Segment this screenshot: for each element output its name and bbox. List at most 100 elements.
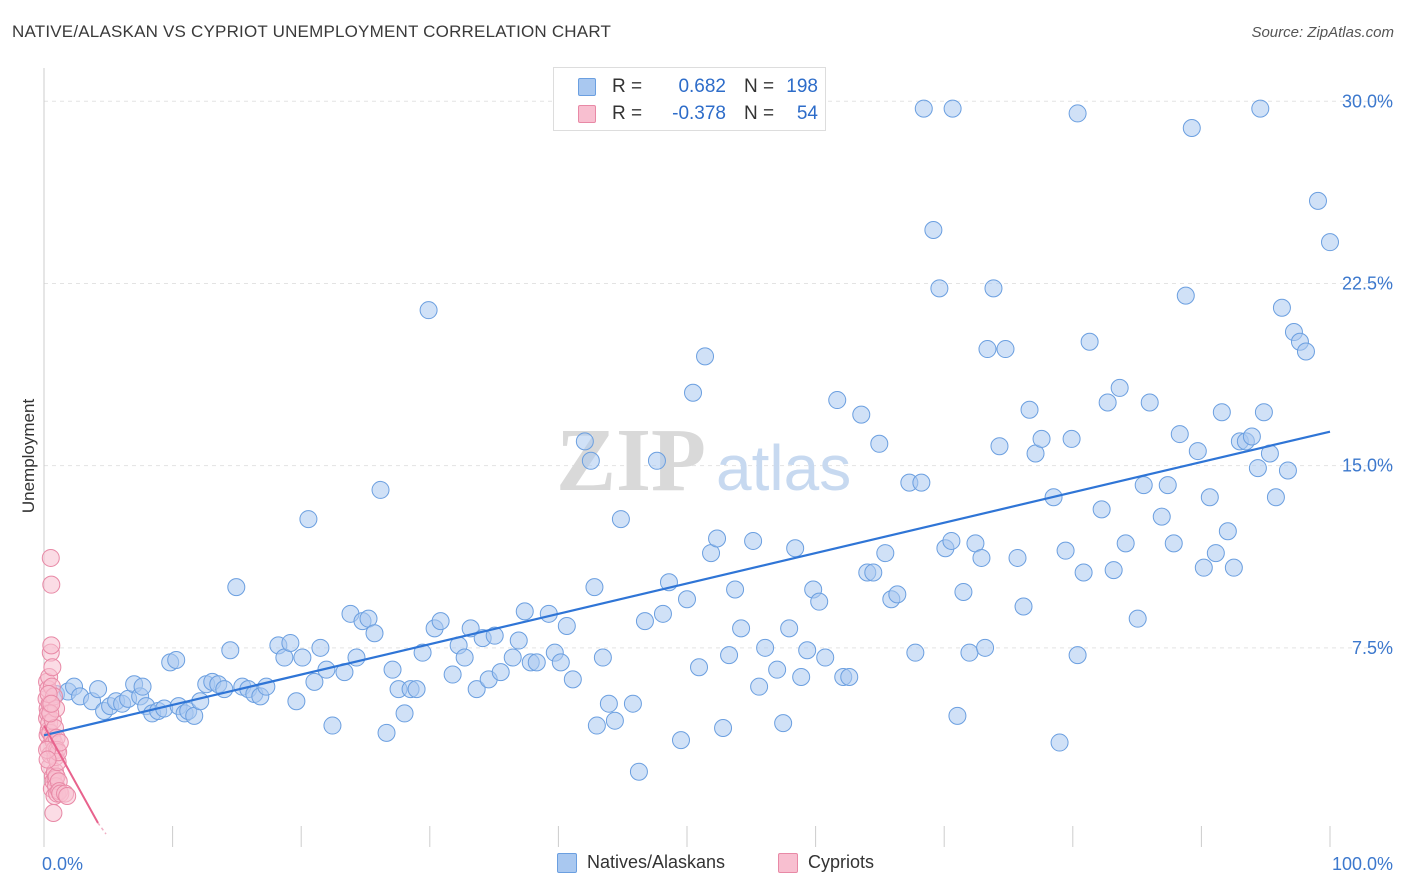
data-point [1206,544,1225,563]
data-point [221,641,240,660]
data-point [912,473,931,492]
data-point [527,653,546,672]
data-point [455,648,474,667]
data-point [605,711,624,730]
data-point [798,641,817,660]
data-point [732,619,751,638]
series-natives-alaskans [47,99,1339,781]
y-axis-label: Unemployment [19,399,38,514]
data-point [647,451,666,470]
data-point [774,714,793,733]
data-point [1062,429,1081,448]
data-point [41,548,60,567]
data-point [1074,563,1093,582]
y-tick-label: 30.0% [1342,91,1393,111]
data-point [930,279,949,298]
data-point [726,580,745,599]
data-point [311,638,330,657]
data-point [623,694,642,713]
data-point [1020,400,1039,419]
data-point [870,434,889,453]
data-point [744,531,763,550]
data-point [1116,534,1135,553]
correlation-legend: R = 0.682 N = 198 R = -0.378 N = 54 [553,67,826,131]
data-point [395,704,414,723]
data-point [299,510,318,529]
data-point [888,585,907,604]
legend-label-cypriots: Cypriots [808,852,875,872]
data-point [89,680,108,699]
data-point [503,648,522,667]
data-point [714,718,733,737]
data-point [976,638,995,657]
data-point [1194,558,1213,577]
data-point [684,383,703,402]
data-point [383,660,402,679]
data-point [954,582,973,601]
legend-item-natives[interactable]: Natives/Alaskans [557,852,725,873]
data-point [828,391,847,410]
trend-lines [43,430,1331,835]
data-point [984,279,1003,298]
data-point [768,660,787,679]
legend-item-cypriots[interactable]: Cypriots [778,852,874,873]
data-point [840,667,859,686]
data-point [1308,191,1327,210]
data-point [563,670,582,689]
data-point [1110,378,1129,397]
data-point [593,648,612,667]
data-point [629,762,648,781]
x-tick-label: 0.0% [42,854,83,874]
data-point [960,643,979,662]
data-point [42,575,61,594]
legend-label-natives: Natives/Alaskans [587,852,726,872]
data-point [557,616,576,635]
data-point [515,602,534,621]
data-point [1266,488,1285,507]
data-point [1224,558,1243,577]
legend-n-label: N = [744,103,775,124]
data-point [852,405,871,424]
series-cypriots [37,548,77,822]
data-point [611,510,630,529]
data-point [42,694,61,713]
data-point [948,706,967,725]
data-point [587,716,606,735]
data-point [1176,286,1195,305]
data-point [914,99,933,118]
legend-r-label: R = [612,76,643,97]
data-point [1164,534,1183,553]
data-point [1296,342,1315,361]
data-point [720,646,739,665]
data-point [581,451,600,470]
data-point [191,692,210,711]
data-point [509,631,528,650]
data-point [756,638,775,657]
data-point [696,347,715,366]
data-point [431,612,450,631]
data-point [1068,104,1087,123]
legend-n-value: 198 [786,76,818,97]
data-point [942,531,961,550]
data-point [1188,442,1207,461]
legend-swatch-natives [557,852,577,873]
data-point [750,677,769,696]
data-point [1050,733,1069,752]
data-point [816,648,835,667]
data-point [943,99,962,118]
legend-row-natives: R = 0.682 N = 198 [578,74,818,100]
legend-n-label: N = [744,76,775,97]
data-point [1128,609,1147,628]
data-point [43,658,62,677]
data-point [44,803,63,822]
data-point [786,539,805,558]
data-point [575,432,594,451]
data-point [287,692,306,711]
trend-line-cypriots-extension [97,822,107,835]
data-point [371,480,390,499]
data-point [1134,476,1153,495]
data-point [1251,99,1270,118]
data-point [485,626,504,645]
data-point [1080,332,1099,351]
